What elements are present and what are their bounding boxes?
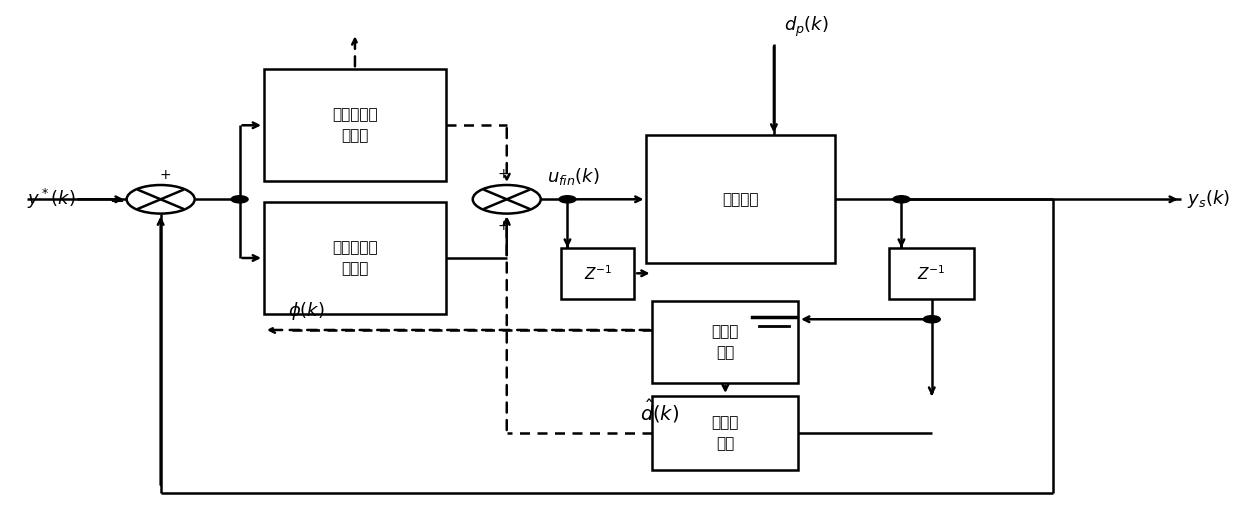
- Circle shape: [559, 196, 576, 203]
- Text: $u_{fin}(k)$: $u_{fin}(k)$: [546, 166, 600, 187]
- Text: $\phi(k)$: $\phi(k)$: [289, 300, 325, 322]
- Circle shape: [126, 185, 195, 214]
- Text: +: +: [498, 219, 509, 233]
- Text: $y_s(k)$: $y_s(k)$: [1187, 188, 1230, 211]
- Bar: [264, 202, 446, 314]
- Text: $\hat{d}(k)$: $\hat{d}(k)$: [641, 397, 679, 425]
- Text: $d_p(k)$: $d_p(k)$: [783, 14, 829, 39]
- Text: +: +: [160, 168, 171, 182]
- Circle shape: [473, 185, 540, 214]
- Circle shape: [923, 316, 940, 323]
- Bar: [890, 248, 974, 299]
- Text: $Z^{-1}$: $Z^{-1}$: [584, 264, 612, 283]
- Bar: [264, 69, 446, 182]
- Bar: [647, 136, 835, 263]
- Text: 伪梯度
估计: 伪梯度 估计: [711, 324, 738, 360]
- Text: 被控对象: 被控对象: [722, 192, 758, 207]
- Text: 无模型自适
应控制: 无模型自适 应控制: [332, 240, 378, 276]
- Text: +: +: [498, 167, 509, 181]
- Text: $Z^{-1}$: $Z^{-1}$: [917, 264, 947, 283]
- Text: 扰动观
测器: 扰动观 测器: [711, 415, 738, 451]
- Text: $y^*(k)$: $y^*(k)$: [27, 187, 76, 212]
- Bar: [653, 396, 798, 470]
- Circle shape: [893, 196, 909, 203]
- Text: −: −: [109, 193, 124, 211]
- Bar: [653, 301, 798, 383]
- Bar: [561, 248, 634, 299]
- Text: 离散终端滑
模控制: 离散终端滑 模控制: [332, 107, 378, 143]
- Circle shape: [232, 196, 248, 203]
